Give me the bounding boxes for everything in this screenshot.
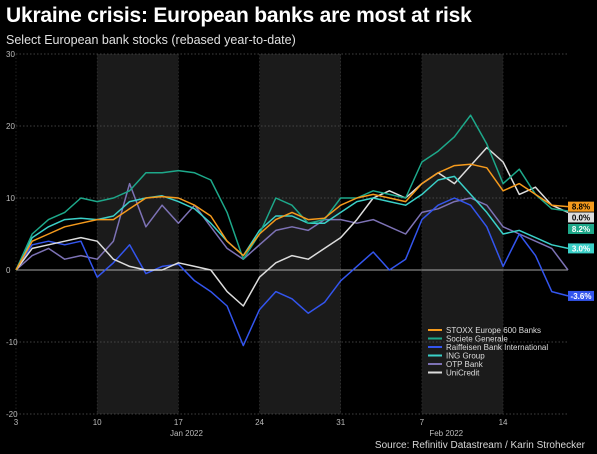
end-label-box [568,243,594,254]
x-tick-label: 31 [336,418,345,427]
legend-label: Raiffeisen Bank International [446,343,548,352]
x-tick-label: 7 [420,418,425,427]
month-label: Jan 2022 [170,429,203,438]
legend-label: UniCredit [446,369,480,378]
series-line [15,163,569,271]
shaded-band [97,54,179,414]
end-label: 0.0% [572,213,590,222]
end-label: 8.8% [572,203,590,212]
series-line [15,146,569,307]
axis-ticks: -20 -10 0 10 20 30 3 10 17 24 31 7 14 Jan 2022 Feb 202… [6,50,508,438]
x-tick-label: 24 [255,418,264,427]
end-label: 8.2% [572,225,590,234]
month-label: Feb 2022 [429,429,463,438]
chart-subtitle: Select European bank stocks (rebased yea… [6,33,296,47]
end-label-box [568,290,594,301]
end-labels: 8.8% 8.2% -3.6% 3.0% 0.0% [568,201,594,301]
series-line [15,197,569,347]
y-tick-label: -20 [6,410,18,419]
legend-label: OTP Bank [446,360,484,369]
source-note: Source: Refinitiv Datastream / Karin Str… [374,440,585,451]
end-label: -3.6% [571,292,592,301]
series-line [15,175,569,271]
y-tick-label: -10 [6,338,18,347]
x-tick-label: 14 [499,418,508,427]
x-tick-label: 10 [93,418,102,427]
shaded-band [259,54,341,414]
end-label-box [568,223,594,234]
end-label-box [568,212,594,223]
y-tick-label: 10 [6,194,15,203]
shaded-bands [97,54,504,414]
x-tick-label: 3 [14,418,19,427]
end-label-box [568,201,594,212]
legend-label: STOXX Europe 600 Banks [446,326,541,335]
series-line [15,114,569,271]
chart-title: Ukraine crisis: European banks are most … [6,4,472,27]
legend-label: Societe Generale [446,335,508,344]
series-lines [15,114,569,347]
end-label: 3.0% [572,244,590,253]
y-tick-label: 30 [6,50,15,59]
legend-label: ING Group [446,352,485,361]
y-tick-label: 20 [6,122,15,131]
x-tick-label: 17 [174,418,183,427]
y-tick-label: 0 [6,266,11,275]
